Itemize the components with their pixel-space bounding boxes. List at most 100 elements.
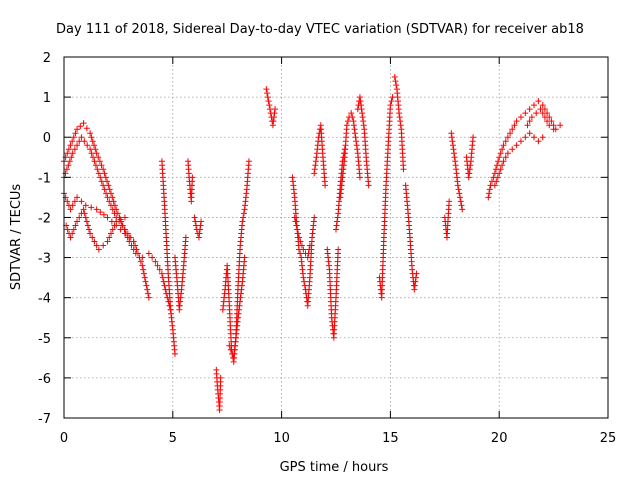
y-tick-label: 1	[43, 91, 51, 106]
data-point	[98, 162, 105, 169]
data-point	[81, 138, 88, 145]
data-point	[360, 122, 367, 129]
data-point	[143, 282, 150, 289]
data-point	[539, 134, 546, 141]
data-point	[535, 98, 542, 105]
data-point	[522, 110, 529, 117]
data-point	[145, 290, 152, 297]
y-tick-label: -1	[38, 171, 51, 186]
data-point	[104, 178, 111, 185]
data-point	[356, 94, 363, 101]
data-point	[450, 146, 457, 153]
data-point	[351, 126, 358, 133]
data-point	[546, 122, 553, 129]
data-point	[158, 270, 165, 277]
data-point	[452, 158, 459, 165]
data-point	[389, 94, 396, 101]
data-point	[550, 126, 557, 133]
data-point	[265, 98, 272, 105]
data-point	[119, 222, 126, 229]
data-point	[334, 214, 341, 221]
data-point	[304, 254, 311, 261]
data-point	[517, 138, 524, 145]
data-point	[557, 122, 564, 129]
data-point	[391, 74, 398, 81]
data-point	[101, 186, 108, 193]
data-point	[74, 194, 81, 201]
data-point	[70, 134, 77, 141]
data-point	[311, 166, 318, 173]
data-point	[295, 230, 302, 237]
data-point	[350, 122, 357, 129]
data-point	[84, 222, 91, 229]
data-point	[526, 118, 533, 125]
data-point	[266, 102, 273, 109]
data-point	[108, 202, 115, 209]
y-tick-label: -6	[38, 372, 51, 387]
data-point	[350, 118, 357, 125]
data-point	[74, 126, 81, 133]
y-tick-label: -5	[38, 332, 51, 347]
x-tick-label: 10	[273, 431, 290, 446]
data-point	[64, 198, 71, 205]
data-point	[491, 182, 498, 189]
data-point	[197, 222, 204, 229]
data-point	[104, 194, 111, 201]
data-point	[294, 226, 301, 233]
data-point	[132, 242, 139, 249]
data-point	[497, 150, 504, 157]
data-point	[502, 138, 509, 145]
data-point	[87, 130, 94, 137]
data-point	[69, 202, 76, 209]
data-point	[322, 182, 329, 189]
data-point	[458, 202, 465, 209]
data-point	[78, 198, 85, 205]
data-point	[88, 150, 95, 157]
data-point	[82, 214, 89, 221]
data-point	[365, 182, 372, 189]
data-point	[397, 122, 404, 129]
data-point	[467, 162, 474, 169]
data-point	[270, 114, 277, 121]
data-point	[340, 150, 347, 157]
data-point	[91, 158, 98, 165]
data-point	[513, 118, 520, 125]
data-point	[95, 246, 102, 253]
data-point	[87, 230, 94, 237]
data-point	[189, 174, 196, 181]
data-point	[357, 98, 364, 105]
data-point	[333, 222, 340, 229]
data-point	[72, 222, 79, 229]
data-point	[496, 154, 503, 161]
data-point	[451, 154, 458, 161]
data-point	[393, 82, 400, 89]
data-point	[296, 234, 303, 241]
data-point	[297, 250, 304, 257]
data-point	[137, 258, 144, 265]
data-point	[499, 162, 506, 169]
data-point	[109, 206, 116, 213]
data-point	[387, 102, 394, 109]
data-point	[72, 130, 79, 137]
plot-frame	[63, 56, 609, 419]
data-point	[356, 174, 363, 181]
data-point	[526, 130, 533, 137]
data-point	[111, 222, 118, 229]
data-point	[335, 246, 342, 253]
data-point	[291, 214, 298, 221]
data-point	[448, 130, 455, 137]
data-point	[459, 206, 466, 213]
data-point	[182, 234, 189, 241]
x-tick-label: 5	[169, 431, 177, 446]
data-point	[78, 134, 85, 141]
data-points	[61, 74, 564, 413]
data-point	[293, 222, 300, 229]
data-point	[333, 226, 339, 233]
data-point	[531, 102, 538, 109]
data-point	[69, 138, 76, 145]
data-point	[457, 198, 464, 205]
data-point	[96, 158, 103, 165]
data-point	[197, 226, 203, 233]
